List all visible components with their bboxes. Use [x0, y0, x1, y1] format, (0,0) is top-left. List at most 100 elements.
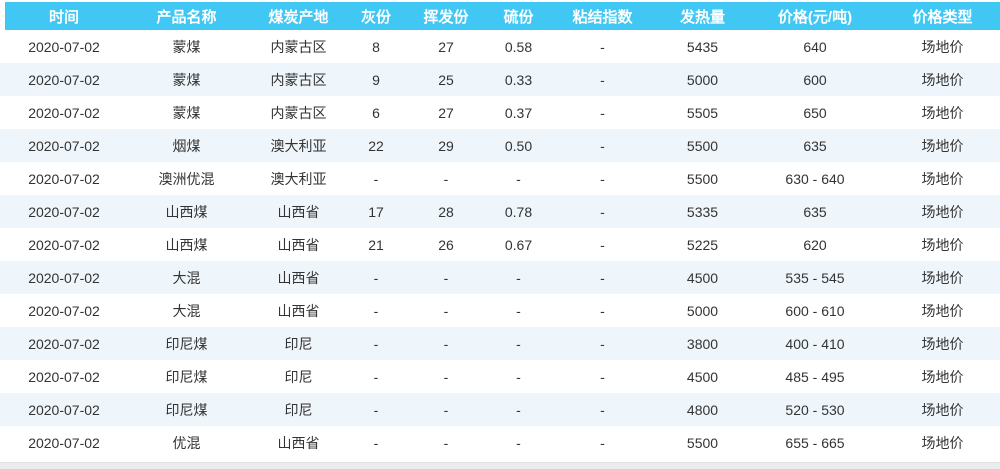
cell-type: 场地价 [885, 162, 1000, 195]
cell-ash: - [352, 393, 400, 426]
cell-product: 印尼煤 [128, 360, 245, 393]
cell-calorific: 5500 [660, 426, 745, 459]
cell-time: 2020-07-02 [0, 360, 128, 393]
cell-calorific: 4800 [660, 393, 745, 426]
cell-sulfur: 0.67 [492, 228, 545, 261]
cell-type: 场地价 [885, 30, 1000, 63]
table-body: 2020-07-02 蒙煤 内蒙古区 8 27 0.58-5435 640 场地价 2020-0… [0, 30, 1000, 459]
cell-bond: - [545, 426, 660, 459]
cell-price: 620 [745, 228, 885, 261]
cell-calorific: 5435 [660, 30, 745, 63]
cell-calorific: 5000 [660, 63, 745, 96]
cell-type: 场地价 [885, 129, 1000, 162]
cell-calorific: 4500 [660, 360, 745, 393]
cell-price: 630 - 640 [745, 162, 885, 195]
cell-ash: - [352, 360, 400, 393]
cell-volatile: - [400, 162, 492, 195]
cell-type: 场地价 [885, 195, 1000, 228]
cell-sulfur: - [492, 162, 545, 195]
cell-sulfur: - [492, 426, 545, 459]
cell-time: 2020-07-02 [0, 63, 128, 96]
cell-product: 烟煤 [128, 129, 245, 162]
bottom-edge-strip [0, 459, 1000, 469]
table-row: 2020-07-02 优混 山西省 - - - -5500 655 - 665 场地价 [0, 426, 1000, 459]
cell-volatile: - [400, 327, 492, 360]
cell-origin: 内蒙古区 [245, 96, 352, 129]
cell-bond: - [545, 63, 660, 96]
cell-origin: 山西省 [245, 261, 352, 294]
cell-origin: 澳大利亚 [245, 162, 352, 195]
cell-price: 600 [745, 63, 885, 96]
cell-origin: 山西省 [245, 426, 352, 459]
table-row: 2020-07-02 印尼煤 印尼 - - - -4500 485 - 495 场地价 [0, 360, 1000, 393]
table-row: 2020-07-02 蒙煤 内蒙古区 9 25 0.33-5000 600 场地价 [0, 63, 1000, 96]
cell-price: 485 - 495 [745, 360, 885, 393]
table-header-row: 时间 产品名称 煤炭产地 灰份 挥发份 硫份 粘结指数 发热量 价格(元/吨) 价格类型 [0, 2, 1000, 30]
column-header-volatile: 挥发份 [400, 2, 492, 30]
cell-bond: - [545, 129, 660, 162]
cell-product: 印尼煤 [128, 393, 245, 426]
table-row: 2020-07-02 印尼煤 印尼 - - - -4800 520 - 530 场地价 [0, 393, 1000, 426]
cell-volatile: - [400, 426, 492, 459]
cell-calorific: 3800 [660, 327, 745, 360]
column-header-sulfur: 硫份 [492, 2, 545, 30]
cell-price: 655 - 665 [745, 426, 885, 459]
cell-sulfur: 0.37 [492, 96, 545, 129]
column-header-price: 价格(元/吨) [745, 2, 885, 30]
cell-ash: 21 [352, 228, 400, 261]
cell-sulfur: - [492, 327, 545, 360]
cell-time: 2020-07-02 [0, 195, 128, 228]
cell-sulfur: - [492, 261, 545, 294]
cell-ash: 17 [352, 195, 400, 228]
cell-volatile: 28 [400, 195, 492, 228]
table-row: 2020-07-02 蒙煤 内蒙古区 8 27 0.58-5435 640 场地价 [0, 30, 1000, 63]
cell-bond: - [545, 162, 660, 195]
cell-ash: 8 [352, 30, 400, 63]
cell-time: 2020-07-02 [0, 327, 128, 360]
cell-bond: - [545, 360, 660, 393]
table-row: 2020-07-02 烟煤 澳大利亚 22 29 0.50-5500 635 场地价 [0, 129, 1000, 162]
column-header-origin: 煤炭产地 [245, 2, 352, 30]
column-header-calorific: 发热量 [660, 2, 745, 30]
table-row: 2020-07-02 蒙煤 内蒙古区 6 27 0.37-5505 650 场地价 [0, 96, 1000, 129]
cell-origin: 印尼 [245, 327, 352, 360]
cell-price: 535 - 545 [745, 261, 885, 294]
cell-price: 600 - 610 [745, 294, 885, 327]
column-header-time: 时间 [0, 2, 128, 30]
cell-price: 650 [745, 96, 885, 129]
cell-type: 场地价 [885, 327, 1000, 360]
cell-calorific: 5505 [660, 96, 745, 129]
cell-origin: 内蒙古区 [245, 63, 352, 96]
cell-product: 印尼煤 [128, 327, 245, 360]
cell-volatile: 27 [400, 96, 492, 129]
cell-sulfur: 0.50 [492, 129, 545, 162]
cell-price: 635 [745, 195, 885, 228]
cell-product: 山西煤 [128, 228, 245, 261]
cell-type: 场地价 [885, 393, 1000, 426]
cell-origin: 山西省 [245, 294, 352, 327]
cell-bond: - [545, 393, 660, 426]
cell-type: 场地价 [885, 360, 1000, 393]
cell-product: 山西煤 [128, 195, 245, 228]
cell-calorific: 5000 [660, 294, 745, 327]
cell-origin: 印尼 [245, 360, 352, 393]
cell-calorific: 5225 [660, 228, 745, 261]
cell-type: 场地价 [885, 261, 1000, 294]
cell-product: 大混 [128, 261, 245, 294]
cell-sulfur: - [492, 393, 545, 426]
cell-sulfur: - [492, 360, 545, 393]
table-row: 2020-07-02 山西煤 山西省 17 28 0.78-5335 635 场地价 [0, 195, 1000, 228]
cell-volatile: - [400, 393, 492, 426]
table-row: 2020-07-02 山西煤 山西省 21 26 0.67-5225 620 场地价 [0, 228, 1000, 261]
cell-origin: 山西省 [245, 195, 352, 228]
cell-price: 635 [745, 129, 885, 162]
cell-product: 蒙煤 [128, 63, 245, 96]
cell-bond: - [545, 96, 660, 129]
column-header-bond: 粘结指数 [545, 2, 660, 30]
column-header-ash: 灰份 [352, 2, 400, 30]
cell-price: 520 - 530 [745, 393, 885, 426]
cell-ash: - [352, 426, 400, 459]
table-row: 2020-07-02 大混 山西省 - - - -4500 535 - 545 场地价 [0, 261, 1000, 294]
cell-time: 2020-07-02 [0, 162, 128, 195]
cell-ash: - [352, 327, 400, 360]
